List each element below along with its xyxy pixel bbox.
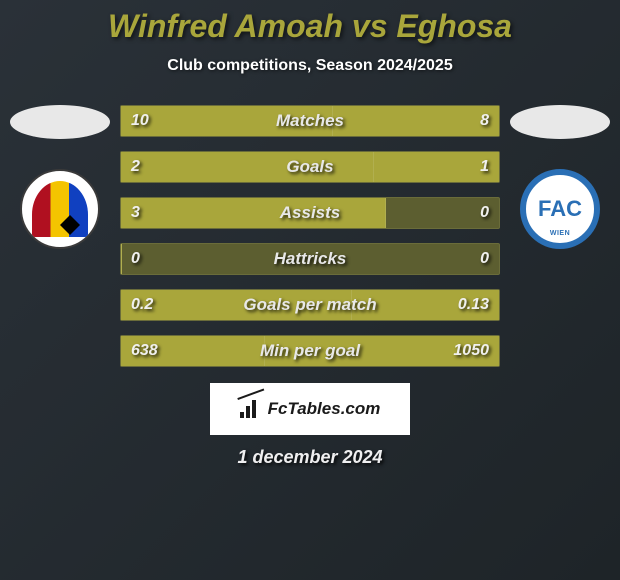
page-title: Winfred Amoah vs Eghosa: [0, 8, 620, 45]
stat-row: Assists 3 0: [120, 197, 500, 229]
stat-label: Goals per match: [243, 295, 376, 315]
stat-row: Hattricks 0 0: [120, 243, 500, 275]
stat-value-left: 2: [131, 158, 140, 176]
main-row: Matches 10 8 Goals 2 1 Assists 3 0 Hattricks 0 0 Goa…: [0, 105, 620, 367]
stat-row: Min per goal 638 1050: [120, 335, 500, 367]
brand-label: FcTables.com: [268, 399, 381, 419]
stat-fill-left: [121, 244, 122, 274]
stat-value-right: 0: [480, 204, 489, 222]
stat-value-left: 0.2: [131, 296, 153, 314]
stat-row: Matches 10 8: [120, 105, 500, 137]
stat-value-left: 638: [131, 342, 158, 360]
stat-value-left: 0: [131, 250, 140, 268]
stat-label: Goals: [286, 157, 333, 177]
stat-value-right: 8: [480, 112, 489, 130]
stat-label: Matches: [276, 111, 344, 131]
left-club-badge[interactable]: [20, 169, 100, 249]
stat-fill-left: [121, 198, 386, 228]
subtitle: Club competitions, Season 2024/2025: [0, 57, 620, 75]
right-player-photo: [510, 105, 610, 139]
stat-value-right: 1: [480, 158, 489, 176]
stat-value-right: 1050: [453, 342, 489, 360]
stat-value-left: 3: [131, 204, 140, 222]
stat-row: Goals 2 1: [120, 151, 500, 183]
bar-chart-icon: [240, 400, 262, 418]
right-player-side: [510, 105, 610, 249]
stat-label: Min per goal: [260, 341, 360, 361]
left-player-side: [10, 105, 110, 249]
stat-fill-left: [121, 152, 374, 182]
stat-value-right: 0.13: [458, 296, 489, 314]
stat-value-right: 0: [480, 250, 489, 268]
stat-label: Hattricks: [274, 249, 347, 269]
stats-bars: Matches 10 8 Goals 2 1 Assists 3 0 Hattricks 0 0 Goa…: [120, 105, 500, 367]
right-club-badge[interactable]: [520, 169, 600, 249]
stat-label: Assists: [280, 203, 340, 223]
date-label: 1 december 2024: [0, 447, 620, 468]
stat-fill-right: [333, 106, 499, 136]
comparison-card: Winfred Amoah vs Eghosa Club competition…: [0, 0, 620, 468]
brand-badge[interactable]: FcTables.com: [210, 383, 410, 435]
stat-row: Goals per match 0.2 0.13: [120, 289, 500, 321]
left-player-photo: [10, 105, 110, 139]
stat-value-left: 10: [131, 112, 149, 130]
